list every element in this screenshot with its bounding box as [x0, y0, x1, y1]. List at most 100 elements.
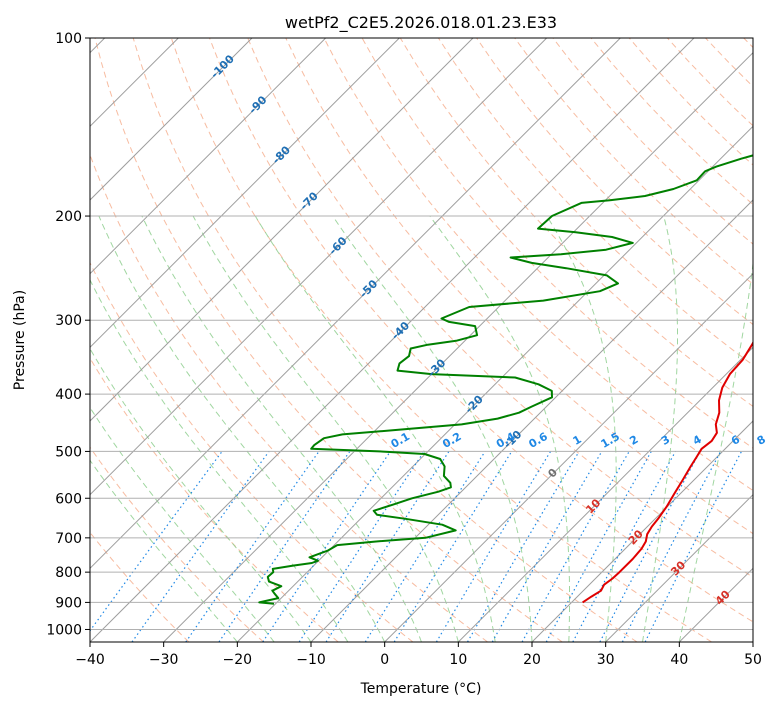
y-tick-label: 200 [55, 209, 82, 225]
y-tick-label: 1000 [46, 622, 82, 638]
mixing-ratio-line [521, 451, 630, 642]
mixing-ratio-label: 4 [691, 433, 704, 448]
temperature-line [582, 340, 753, 604]
dry-adiabat [437, 38, 753, 366]
x-tick-label: 30 [597, 652, 615, 668]
x-axis-ticks: −40 −30 −20 −10 0 10 20 30 40 50 [75, 642, 762, 668]
pressure-gridlines [90, 38, 753, 630]
isotherm [90, 38, 695, 642]
isotherm [236, 125, 753, 642]
x-axis-label: Temperature (°C) [360, 681, 482, 697]
mixing-ratio-label: 0.2 [440, 430, 463, 451]
chart-title: wetPf2_C2E5.2026.018.01.23.E33 [285, 13, 557, 33]
mixing-ratio-label: 0.1 [389, 430, 412, 451]
y-tick-label: 800 [55, 565, 82, 581]
mixing-ratio-line [599, 451, 701, 642]
isotherm [90, 38, 327, 275]
dry-adiabat [552, 38, 753, 245]
mixing-ratio-line [325, 451, 450, 642]
profile-series [258, 154, 753, 605]
y-tick-label: 700 [55, 531, 82, 547]
isotherm [90, 38, 400, 349]
isotherm [752, 641, 753, 642]
moist-adiabat [429, 215, 570, 642]
isotherm-label: 40 [713, 587, 733, 607]
y-axis-ticks: 100 200 300 400 500 600 700 800 900 1000 [46, 31, 90, 638]
mixing-ratio-line [262, 451, 391, 642]
y-tick-label: 400 [55, 387, 82, 403]
moist-adiabat [332, 215, 533, 642]
y-tick-label: 300 [55, 313, 82, 329]
x-tick-label: 0 [380, 652, 389, 668]
dry-adiabat [705, 38, 753, 88]
dry-adiabat [90, 446, 264, 642]
mixing-ratio-line [545, 451, 652, 642]
isotherm-label: -80 [270, 143, 293, 166]
isotherm [90, 38, 621, 570]
mixing-ratio-line [572, 451, 677, 642]
dry-adiabat [247, 38, 753, 578]
dry-adiabat [323, 38, 753, 492]
mixing-ratio-line [218, 451, 351, 642]
mixing-ratio-label: 0.6 [526, 430, 550, 451]
moist-adiabat [90, 347, 312, 642]
moist-adiabat [90, 406, 275, 642]
dry-adiabat [94, 38, 563, 642]
mixing-ratio-line [131, 451, 270, 642]
mixing-ratio-line [466, 451, 580, 642]
moist-adiabat [192, 215, 459, 642]
mixing-ratio-line [393, 451, 513, 642]
moist-adiabat [98, 215, 386, 642]
dry-adiabat [590, 38, 753, 206]
dry-adiabat [170, 38, 712, 642]
isotherm [90, 38, 548, 496]
dewpoint-line [258, 154, 753, 605]
isotherm [163, 51, 753, 642]
isotherm-label: 30 [668, 558, 688, 578]
moist-adiabat [141, 215, 422, 642]
isotherm [605, 493, 753, 642]
mixing-ratio-label: 1 [571, 433, 584, 448]
mixing-ratio-line [298, 451, 425, 642]
mixing-ratio-label: 8 [755, 433, 768, 448]
x-tick-label: 10 [449, 652, 467, 668]
x-tick-label: −20 [223, 652, 253, 668]
dry-adiabat [209, 38, 753, 623]
isotherm [310, 199, 753, 642]
moist-adiabat [642, 215, 678, 642]
isotherm [531, 420, 753, 642]
y-tick-label: 100 [55, 31, 82, 47]
dry-adiabat [132, 38, 638, 642]
mixing-ratio-label: 3 [659, 433, 672, 448]
plot-frame [89, 37, 754, 643]
moist-adiabat [546, 215, 617, 642]
moist-adiabat [678, 259, 753, 642]
mixing-ratio-line [364, 451, 486, 642]
moist-adiabat [90, 459, 238, 642]
mixing-ratio-line [435, 451, 552, 642]
dry-adiabat [667, 38, 753, 127]
y-axis-label: Pressure (hPa) [12, 290, 28, 390]
dry-adiabat [285, 38, 753, 535]
x-tick-label: 40 [670, 652, 688, 668]
dry-adiabat [90, 357, 339, 642]
isotherm [90, 38, 253, 201]
mixing-ratio-label: 1.5 [599, 430, 622, 451]
y-tick-label: 500 [55, 444, 82, 460]
dry-adiabat [743, 38, 753, 49]
dry-adiabat [90, 531, 190, 642]
x-tick-label: −30 [149, 652, 179, 668]
isotherm [384, 272, 753, 642]
x-tick-label: 20 [523, 652, 541, 668]
dry-adiabat [90, 261, 414, 642]
mixing-ratio-line [185, 451, 320, 642]
isotherm-label: -20 [463, 393, 486, 416]
mixing-ratio-line [90, 451, 223, 632]
x-tick-label: −40 [75, 652, 105, 668]
mixing-ratio-label: 6 [729, 433, 742, 448]
x-tick-label: 50 [744, 652, 762, 668]
background-lines [90, 38, 753, 642]
dry-adiabat [476, 38, 753, 326]
isotherm [457, 346, 753, 642]
